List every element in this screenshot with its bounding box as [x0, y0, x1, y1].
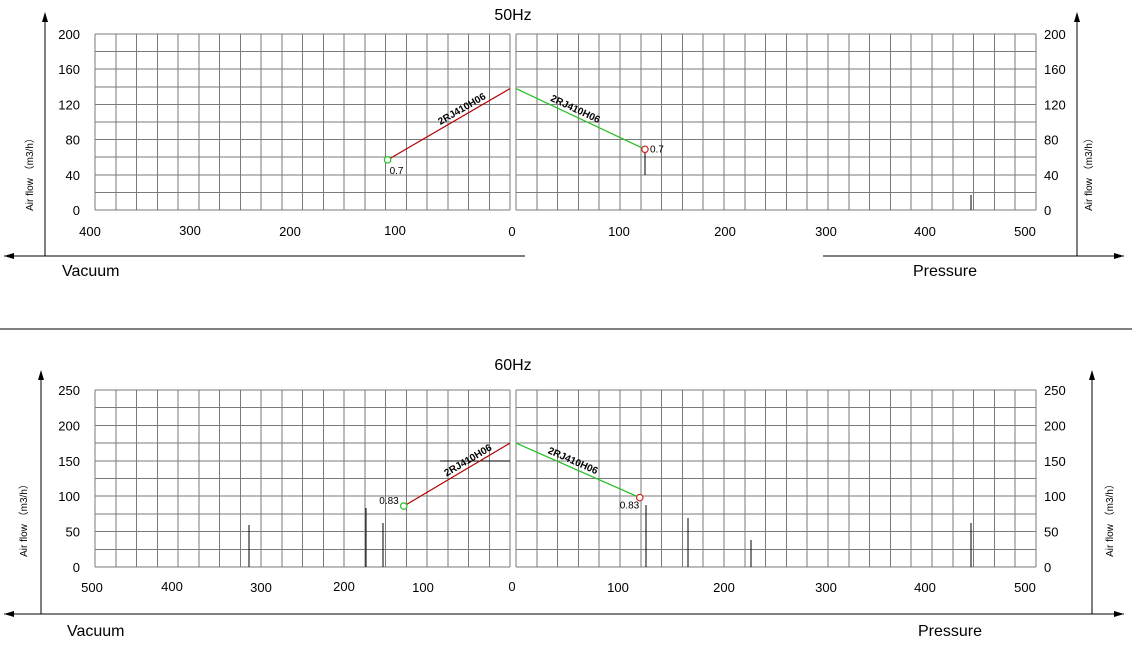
x-tick-label-vacuum: 300 — [179, 223, 201, 238]
y-tick-label-right: 200 — [1044, 418, 1066, 433]
y-tick-label-right: 100 — [1044, 489, 1066, 504]
y-tick-label-right: 250 — [1044, 383, 1066, 398]
x-tick-label-vacuum: 0 — [508, 224, 515, 239]
series-marker-pressure — [635, 493, 644, 502]
y-axis-title-left: Air flow （m3/h） — [18, 479, 30, 557]
x-tick-label-vacuum: 400 — [161, 579, 183, 594]
vacuum-label: Vacuum — [67, 623, 125, 640]
x-tick-label-vacuum: 0 — [508, 579, 515, 594]
y-tick-label-right: 120 — [1044, 97, 1066, 112]
series-line-pressure — [515, 88, 646, 150]
x-tick-label-pressure: 100 — [608, 224, 630, 239]
x-tick-label-vacuum: 300 — [250, 580, 272, 595]
y-tick-label-right: 200 — [1044, 27, 1066, 42]
y-tick-label-left: 160 — [58, 62, 80, 77]
chart-title: 50Hz — [494, 7, 531, 24]
y-axis-title-left: Air flow （m3/h） — [24, 133, 36, 211]
y-axis-right-arrow — [1089, 370, 1095, 380]
x-tick-label-pressure: 300 — [815, 580, 837, 595]
series-point-label-vacuum: 0.83 — [379, 496, 399, 507]
y-tick-label-left: 40 — [66, 168, 80, 183]
series-point-label-pressure: 0.83 — [620, 501, 640, 512]
x-tick-label-vacuum: 500 — [81, 580, 103, 595]
series-point-label-pressure: 0.7 — [650, 144, 664, 155]
y-tick-label-left: 150 — [58, 454, 80, 469]
x-tick-label-pressure: 200 — [713, 580, 735, 595]
y-tick-label-left: 0 — [73, 203, 80, 218]
x-tick-label-vacuum: 100 — [412, 580, 434, 595]
series-line-vacuum — [403, 442, 511, 507]
y-tick-label-right: 50 — [1044, 525, 1058, 540]
x-tick-label-pressure: 300 — [815, 224, 837, 239]
y-tick-label-left: 200 — [58, 27, 80, 42]
series-point-label-vacuum: 0.7 — [390, 166, 404, 177]
pressure-label: Pressure — [913, 263, 977, 280]
y-tick-label-right: 40 — [1044, 168, 1058, 183]
y-tick-label-left: 0 — [73, 560, 80, 575]
series-marker-vacuum — [399, 502, 408, 510]
x-tick-label-pressure: 100 — [607, 580, 629, 595]
y-tick-label-left: 120 — [58, 97, 80, 112]
x-tick-label-pressure: 200 — [714, 224, 736, 239]
y-axis-title-right: Air flow （m3/h） — [1104, 479, 1116, 557]
x-axis-right-arrow — [1114, 253, 1124, 259]
x-tick-label-vacuum: 400 — [79, 224, 101, 239]
x-tick-label-pressure: 400 — [914, 580, 936, 595]
y-axis-left-arrow — [42, 12, 48, 22]
series-marker-pressure — [641, 145, 649, 154]
x-tick-label-pressure: 500 — [1014, 580, 1036, 595]
y-tick-label-right: 0 — [1044, 203, 1051, 218]
y-tick-label-left: 80 — [66, 133, 80, 148]
y-tick-label-right: 160 — [1044, 62, 1066, 77]
y-tick-label-left: 250 — [58, 383, 80, 398]
x-axis-left-arrow — [4, 253, 14, 259]
x-axis-right-arrow — [1114, 611, 1124, 617]
x-tick-label-pressure: 400 — [914, 224, 936, 239]
x-tick-label-vacuum: 200 — [279, 224, 301, 239]
x-tick-label-vacuum: 100 — [384, 223, 406, 238]
y-tick-label-right: 0 — [1044, 560, 1051, 575]
x-axis-left-arrow — [4, 611, 14, 617]
y-axis-right-arrow — [1074, 12, 1080, 22]
series-line-vacuum — [387, 88, 511, 161]
y-tick-label-left: 100 — [58, 489, 80, 504]
y-tick-label-left: 50 — [66, 525, 80, 540]
series-marker-vacuum — [383, 156, 392, 164]
y-tick-label-left: 200 — [58, 418, 80, 433]
x-tick-label-pressure: 500 — [1014, 224, 1036, 239]
y-tick-label-right: 150 — [1044, 454, 1066, 469]
series-name-pressure: 2RJ410H06 — [549, 93, 602, 126]
y-axis-left-arrow — [38, 370, 44, 380]
pressure-label: Pressure — [918, 623, 982, 640]
y-axis-title-right: Air flow （m3/h） — [1083, 133, 1095, 211]
vacuum-label: Vacuum — [62, 263, 120, 280]
y-tick-label-right: 80 — [1044, 133, 1058, 148]
chart-title: 60Hz — [494, 357, 531, 374]
x-tick-label-vacuum: 200 — [333, 579, 355, 594]
series-line-pressure — [515, 442, 641, 499]
series-name-pressure: 2RJ410H06 — [546, 446, 600, 478]
